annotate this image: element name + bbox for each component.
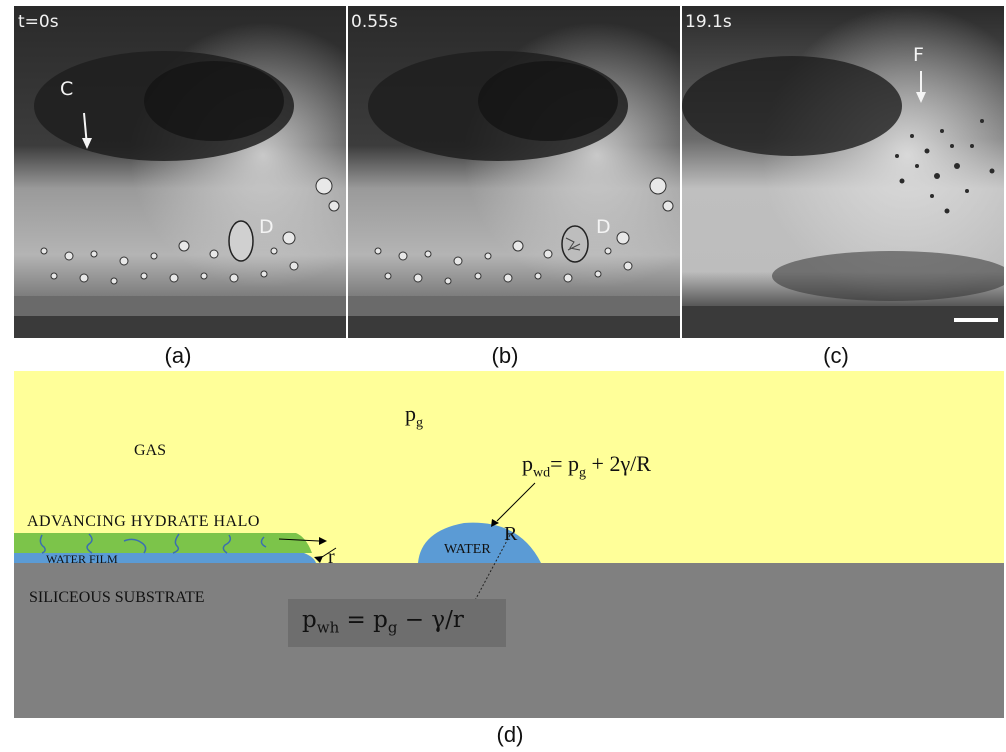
photo-b-image bbox=[348, 6, 680, 338]
substrate-region bbox=[14, 563, 1004, 718]
schematic-diagram: GAS pg pwd= pg + 2γ/R ADVANCING HYDRATE … bbox=[14, 371, 1004, 718]
panel-label-c: (c) bbox=[823, 343, 849, 368]
photo-a-time: t=0s bbox=[18, 12, 59, 32]
photo-panel-b: 0.55s D bbox=[348, 6, 680, 338]
gas-label: GAS bbox=[134, 442, 167, 459]
photo-b-marker-d: D bbox=[596, 216, 611, 238]
pg-sub: g bbox=[416, 415, 423, 431]
photo-c-marker-f: F bbox=[913, 44, 924, 66]
halo-label: ADVANCING HYDRATE HALO bbox=[27, 513, 260, 530]
radius-drop-label: R bbox=[504, 523, 518, 545]
substrate-label: SILICEOUS SUBSTRATE bbox=[29, 589, 205, 606]
photo-a-image bbox=[14, 6, 346, 338]
radius-film-label: r bbox=[328, 546, 335, 568]
panel-label-d: (d) bbox=[496, 722, 524, 747]
photo-c-image bbox=[682, 6, 1004, 338]
hydrate-halo bbox=[14, 533, 312, 553]
photo-panel-c: 19.1s F bbox=[682, 6, 1004, 338]
hydrate-cracks bbox=[39, 533, 267, 554]
schematic-shapes bbox=[14, 371, 1004, 718]
photo-a-marker-c: C bbox=[60, 78, 74, 100]
equation-box bbox=[288, 599, 506, 647]
pwd-equation: pwd= pg + 2γ/R bbox=[522, 451, 651, 481]
photo-b-time: 0.55s bbox=[351, 12, 398, 32]
photo-panel-a: t=0s C D bbox=[14, 6, 346, 338]
droplet-label: WATER bbox=[444, 542, 491, 557]
pwh-equation: pwh = pg − γ/r bbox=[302, 607, 464, 637]
film-label: WATER FILM bbox=[46, 552, 118, 566]
panel-label-b: (b) bbox=[491, 343, 519, 368]
photo-c-time: 19.1s bbox=[685, 12, 732, 32]
pg-label: pg bbox=[405, 401, 423, 431]
photo-a-marker-d: D bbox=[259, 216, 274, 238]
water-film bbox=[14, 553, 316, 563]
panel-label-a: (a) bbox=[164, 343, 192, 368]
pg-base: p bbox=[405, 401, 416, 426]
water-droplet bbox=[418, 522, 541, 563]
